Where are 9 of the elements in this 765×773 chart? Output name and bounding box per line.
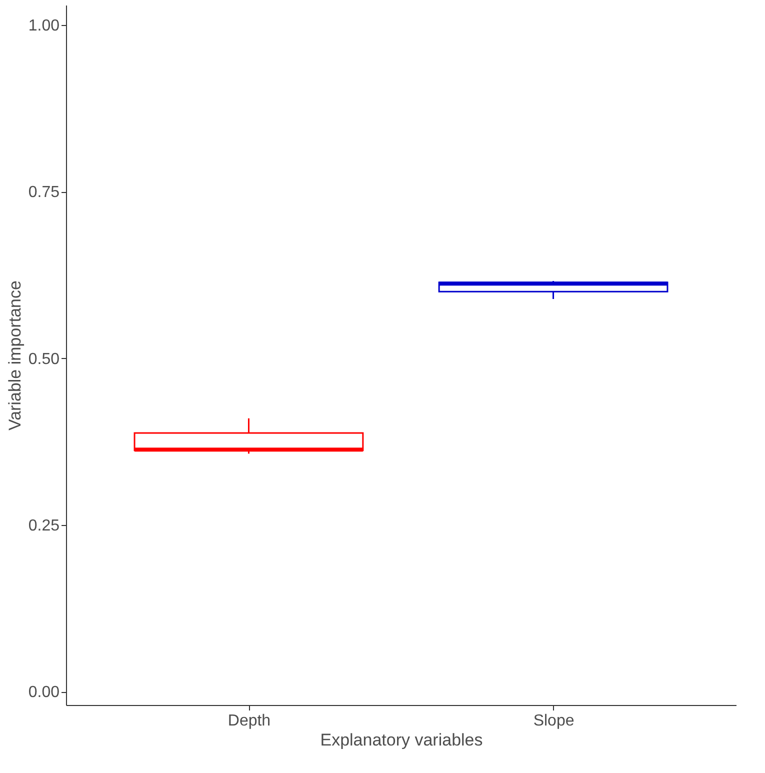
y-tick-label: 0.00 [28,684,60,702]
y-axis-title: Variable importance [5,280,24,430]
y-tick-label: 0.25 [28,518,60,534]
y-tick-label: 1.00 [28,18,60,34]
x-tick-label: Depth [228,712,271,730]
x-tick-label: Slope [533,712,574,730]
x-axis-title: Explanatory variables [320,730,483,750]
y-tick-label: 0.75 [28,184,60,202]
y-tick-label: 0.50 [28,350,60,368]
